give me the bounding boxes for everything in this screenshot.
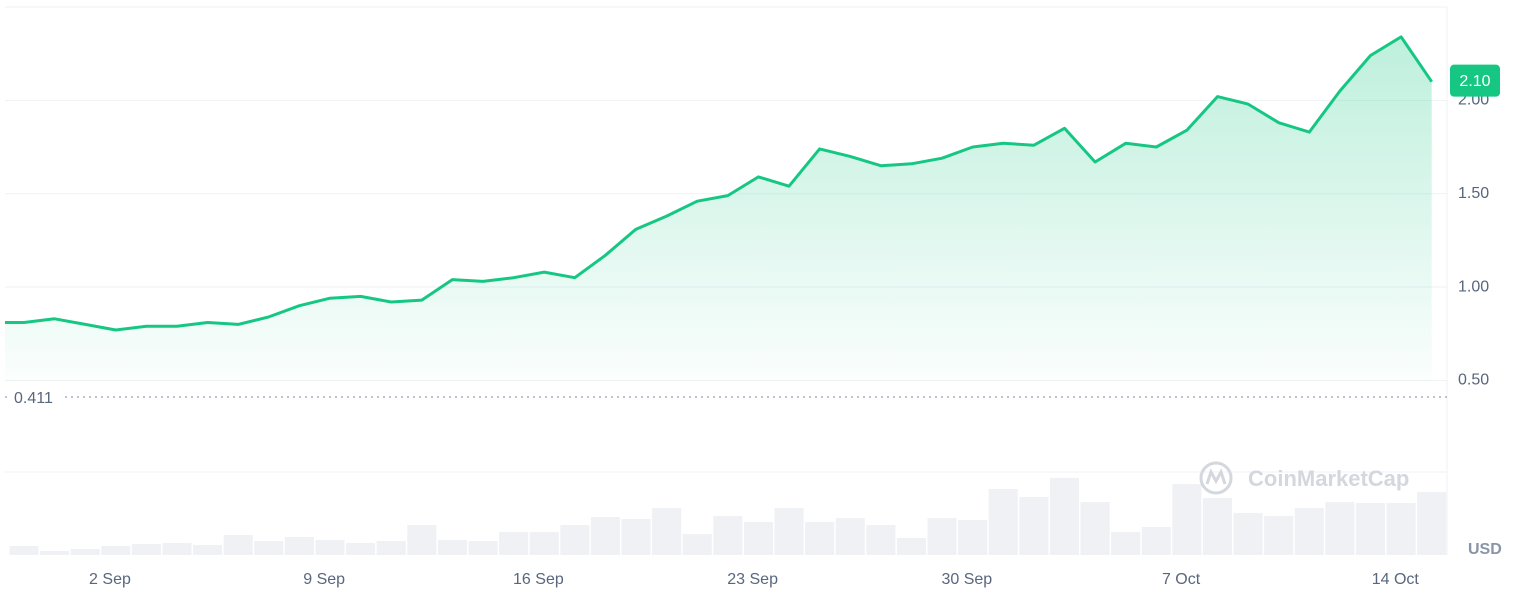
unit-label: USD — [1468, 541, 1502, 558]
volume-bar — [652, 508, 682, 555]
volume-bar — [468, 541, 498, 555]
volume-bar — [1233, 513, 1263, 555]
volume-bar — [407, 525, 437, 555]
volume-bar — [254, 541, 284, 555]
volume-bar — [621, 519, 651, 555]
volume-bar — [193, 545, 223, 555]
volume-bar — [1080, 502, 1110, 555]
volume-bar — [101, 546, 131, 555]
volume-bar — [346, 543, 376, 555]
volume-bar — [376, 541, 406, 555]
x-tick-label: 23 Sep — [727, 571, 778, 588]
x-tick-label: 2 Sep — [89, 571, 131, 588]
x-tick-label: 14 Oct — [1372, 571, 1420, 588]
volume-bar — [529, 532, 559, 555]
volume-bar — [1417, 492, 1447, 555]
x-tick-label: 30 Sep — [941, 571, 992, 588]
volume-bar — [9, 546, 39, 555]
watermark: CoinMarketCap — [1248, 466, 1409, 491]
volume-bar — [223, 535, 253, 555]
volume-bar — [1264, 516, 1294, 555]
reference-label: 0.411 — [14, 390, 53, 407]
price-line — [5, 35, 1433, 332]
volume-bar — [958, 520, 988, 555]
volume-bar — [437, 540, 467, 555]
volume-bar — [1172, 484, 1202, 555]
current-price-badge — [1450, 64, 1500, 97]
x-tick-label: 16 Sep — [513, 571, 564, 588]
volume-bar — [40, 551, 70, 555]
price-area — [5, 36, 1432, 381]
y-tick-label: 0.50 — [1458, 372, 1489, 389]
volume-bar — [1141, 527, 1171, 555]
volume-bar — [315, 540, 345, 555]
volume-bar — [1019, 497, 1049, 555]
reference-label-bg — [8, 386, 62, 408]
watermark-logo — [1199, 461, 1233, 495]
x-tick-label: 7 Oct — [1162, 571, 1201, 588]
volume-bar — [743, 522, 773, 555]
volume-bar — [988, 489, 1018, 555]
volume-bar — [835, 518, 865, 555]
volume-bar — [1111, 532, 1141, 555]
volume-bar — [1294, 508, 1324, 555]
volume-bar — [805, 522, 835, 555]
volume-bar — [1325, 502, 1355, 555]
volume-bar — [590, 517, 620, 555]
volume-bar — [896, 538, 926, 555]
volume-bar — [70, 549, 100, 555]
volume-bar — [284, 537, 314, 555]
volume-bar — [713, 516, 743, 555]
volume-bar — [682, 534, 712, 555]
volume-bar — [1049, 478, 1080, 555]
volume-bar — [162, 543, 192, 555]
x-tick-label: 9 Sep — [303, 571, 345, 588]
volume-bar — [560, 525, 590, 555]
volume-bar — [131, 544, 161, 555]
volume-bar — [1355, 503, 1386, 555]
volume-bar — [774, 508, 804, 555]
volume-bar — [1202, 498, 1233, 555]
volume-bar — [927, 518, 957, 555]
current-price-label: 2.10 — [1459, 73, 1490, 90]
volume-bar — [866, 525, 896, 555]
volume-bars — [9, 478, 1447, 555]
volume-bar — [1386, 503, 1416, 555]
y-tick-label: 1.00 — [1458, 278, 1489, 295]
volume-bar — [499, 532, 529, 555]
y-tick-label: 1.50 — [1458, 185, 1489, 202]
